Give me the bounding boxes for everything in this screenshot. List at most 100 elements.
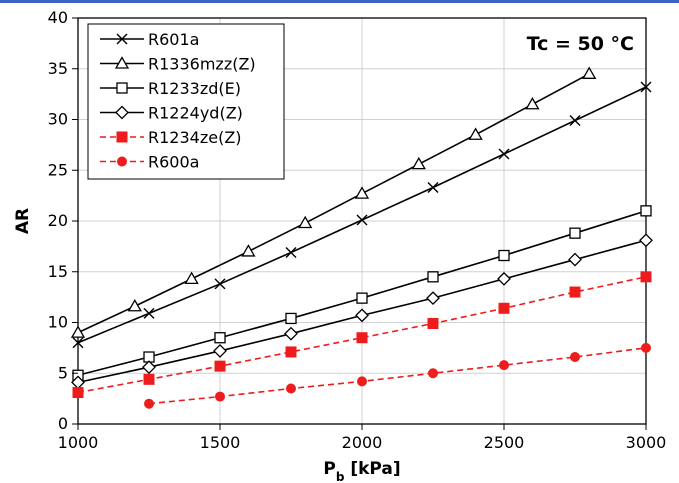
y-tick-label: 20	[48, 211, 68, 230]
data-point-diamond-marker	[284, 326, 298, 341]
x-axis-ticks: 1000 1500 2000 2500 3000	[58, 424, 667, 452]
data-point-triangle-marker	[525, 96, 540, 110]
data-point-x-marker	[116, 33, 128, 45]
data-point-diamond-marker	[142, 360, 156, 375]
data-point-square-marker	[640, 205, 652, 217]
data-point-filled-square-marker	[356, 332, 368, 344]
data-point-x-marker	[143, 307, 155, 319]
data-point-diamond-marker	[568, 252, 582, 267]
y-tick-label: 0	[58, 414, 68, 433]
series-4	[71, 233, 653, 390]
x-axis-label-main: P	[323, 459, 335, 479]
data-point-filled-square-marker	[569, 286, 581, 298]
data-point-square-marker	[116, 82, 128, 94]
data-point-x-marker	[72, 337, 84, 349]
data-point-diamond-marker	[355, 308, 369, 323]
data-point-diamond-marker	[497, 271, 511, 286]
data-point-filled-square-marker	[116, 131, 128, 143]
data-point-filled-square-marker	[214, 360, 226, 372]
y-tick-label: 5	[58, 363, 68, 382]
data-point-diamond-marker	[426, 291, 440, 306]
x-axis-label-subscript: b	[336, 470, 345, 483]
y-tick-label: 10	[48, 313, 68, 332]
x-tick-label: 3000	[626, 433, 667, 452]
legend-label: R1336mzz(Z)	[148, 55, 256, 74]
legend-item: R600a	[100, 153, 199, 172]
y-axis-label: AR	[13, 208, 33, 234]
data-point-diamond-marker	[213, 344, 227, 358]
y-tick-label: 35	[48, 59, 68, 78]
data-point-filled-circle-marker	[144, 398, 154, 409]
x-axis-label: Pb [kPa]	[323, 459, 400, 483]
legend-label: R1233zd(E)	[148, 79, 241, 98]
y-tick-label: 15	[48, 262, 68, 281]
data-point-square-marker	[498, 249, 510, 262]
data-point-x-marker	[427, 182, 439, 193]
y-tick-label: 30	[48, 110, 68, 129]
data-point-diamond-marker	[639, 233, 653, 248]
data-point-x-marker	[285, 246, 297, 258]
legend-item: R1234ze(Z)	[100, 128, 242, 147]
y-tick-label: 25	[48, 160, 68, 179]
data-point-square-marker	[427, 271, 439, 283]
series-5	[72, 271, 652, 399]
data-point-filled-square-marker	[427, 318, 439, 330]
data-point-diamond-marker	[115, 105, 129, 120]
legend-label: R1234ze(Z)	[148, 128, 242, 147]
data-point-filled-square-marker	[285, 346, 297, 358]
x-axis-label-unit: [kPa]	[344, 459, 400, 479]
data-point-x-marker	[569, 115, 581, 127]
data-point-x-marker	[498, 148, 510, 160]
data-point-square-marker	[356, 292, 368, 304]
data-point-filled-circle-marker	[117, 156, 127, 167]
series-line	[77, 276, 647, 394]
series-line	[148, 347, 647, 405]
legend-label: R600a	[148, 153, 199, 172]
data-point-filled-circle-marker	[641, 342, 651, 353]
data-point-filled-square-marker	[72, 387, 84, 399]
data-point-square-marker	[569, 227, 581, 239]
data-point-filled-circle-marker	[499, 360, 509, 371]
temperature-annotation: Tc = 50 °C	[527, 33, 634, 55]
legend-box	[87, 23, 285, 180]
data-point-filled-circle-marker	[215, 391, 225, 402]
data-point-triangle-marker	[298, 215, 313, 229]
legend-item: R1224yd(Z)	[100, 104, 243, 123]
x-tick-label: 2000	[342, 433, 383, 452]
data-point-filled-square-marker	[143, 373, 155, 385]
legend-item: R601a	[100, 30, 199, 49]
x-tick-label: 2500	[484, 433, 525, 452]
series-layer	[70, 66, 653, 409]
data-point-x-marker	[214, 278, 226, 290]
data-point-filled-square-marker	[498, 302, 510, 314]
data-point-filled-square-marker	[640, 271, 652, 283]
data-point-triangle-marker	[241, 244, 256, 257]
data-point-filled-circle-marker	[357, 376, 367, 387]
legend-label: R1224yd(Z)	[148, 104, 243, 123]
data-point-filled-circle-marker	[570, 352, 580, 363]
data-point-triangle-marker	[184, 271, 199, 285]
series-2	[70, 66, 597, 338]
data-point-x-marker	[640, 81, 652, 93]
data-point-triangle-marker	[411, 156, 426, 170]
data-point-x-marker	[356, 214, 368, 226]
data-point-triangle-marker	[582, 66, 597, 79]
legend: R601a R1336mzz(Z) R1233zd(E) R1224yd(Z) R123…	[87, 23, 285, 180]
data-point-filled-circle-marker	[286, 383, 296, 394]
data-point-triangle-marker	[468, 127, 483, 140]
series-line	[77, 73, 590, 334]
legend-item: R1336mzz(Z)	[100, 55, 256, 74]
y-axis-ticks: 0 5 10 15 20 25 30 35 40	[48, 8, 78, 433]
series-1	[72, 81, 652, 349]
data-point-triangle-marker	[114, 56, 130, 69]
series-6	[144, 342, 651, 409]
data-point-triangle-marker	[127, 298, 142, 312]
y-tick-label: 40	[48, 8, 68, 27]
series-3	[72, 205, 652, 381]
legend-label: R601a	[148, 30, 199, 49]
data-point-filled-circle-marker	[428, 368, 438, 379]
top-accent-bar	[0, 0, 679, 3]
x-tick-label: 1000	[58, 433, 99, 452]
data-point-square-marker	[285, 312, 297, 325]
